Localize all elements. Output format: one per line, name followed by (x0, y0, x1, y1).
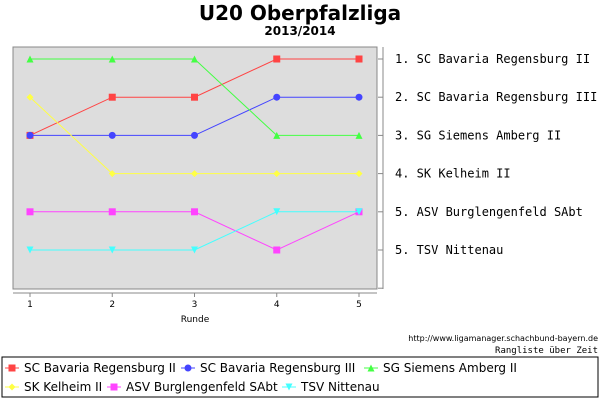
plot-area (12, 46, 378, 290)
legend-item: SC Bavaria Regensburg III (181, 361, 355, 375)
data-point (273, 93, 281, 101)
x-axis-label: Runde (181, 315, 210, 325)
chart-subtitle: 2013/2014 (264, 24, 335, 38)
legend-label: SC Bavaria Regensburg III (200, 361, 355, 375)
data-point (108, 131, 116, 139)
data-point (273, 246, 281, 254)
series-1 (26, 93, 363, 139)
data-point (273, 131, 281, 139)
data-point (191, 246, 198, 254)
x-tick-label: 1 (27, 300, 33, 310)
series-layer (26, 55, 363, 254)
data-point (26, 131, 34, 139)
data-point (273, 55, 281, 63)
data-point (26, 208, 34, 216)
rank-labels: 1. SC Bavaria Regensburg II 2. SC Bavaria… (378, 52, 597, 289)
data-point (26, 93, 34, 101)
data-point (108, 170, 116, 178)
data-point (191, 208, 198, 216)
rank-label: 4. SK Kelheim II (395, 167, 511, 181)
data-point (108, 93, 116, 101)
legend-item: SC Bavaria Regensburg II (5, 361, 176, 375)
data-point (108, 246, 116, 254)
data-point (8, 383, 16, 391)
legend-box (1, 356, 599, 398)
data-point (26, 55, 34, 63)
data-point (191, 93, 198, 101)
rank-label: 3. SG Siemens Amberg II (395, 128, 561, 142)
series-2 (26, 55, 363, 139)
legend-item: ASV Burglengenfeld SAbt (107, 380, 278, 394)
chart-title: U20 Oberpfalzliga (199, 1, 401, 25)
data-point (273, 170, 281, 178)
legend-label: TSV Nittenau (300, 380, 380, 394)
data-point (355, 93, 363, 101)
legend: SC Bavaria Regensburg II SC Bavaria Regen… (5, 361, 517, 394)
data-point (355, 170, 363, 178)
series-3 (26, 93, 363, 178)
legend-item: TSV Nittenau (282, 380, 380, 394)
data-point (191, 170, 198, 178)
x-tick-label: 5 (356, 300, 362, 310)
data-point (108, 208, 116, 216)
data-point (355, 208, 363, 216)
x-tick-label: 2 (109, 300, 115, 310)
data-point (191, 55, 198, 63)
legend-label: SK Kelheim II (24, 380, 102, 394)
x-ticks: 1 2 3 4 5 (27, 293, 362, 310)
rank-label: 5. ASV Burglengenfeld SAbt (395, 205, 583, 219)
legend-item: SG Siemens Amberg II (364, 361, 517, 375)
x-tick-label: 3 (192, 300, 198, 310)
rank-label: 5. TSV Nittenau (395, 243, 503, 257)
data-point (285, 383, 293, 391)
data-point (367, 364, 375, 372)
data-point (273, 208, 281, 216)
data-point (355, 55, 363, 63)
data-point (184, 364, 192, 372)
source-url: http://www.ligamanager.schachbund-bayern… (408, 334, 598, 343)
rank-label: 1. SC Bavaria Regensburg II (395, 52, 590, 66)
data-point (191, 131, 198, 139)
legend-label: ASV Burglengenfeld SAbt (126, 380, 278, 394)
x-tick-label: 4 (274, 300, 280, 310)
series-5 (26, 208, 363, 254)
data-point (110, 383, 118, 391)
rank-label: 2. SC Bavaria Regensburg III (395, 90, 597, 104)
data-point (108, 55, 116, 63)
data-point (8, 364, 16, 372)
data-point (355, 131, 363, 139)
legend-label: SC Bavaria Regensburg II (24, 361, 176, 375)
legend-item: SK Kelheim II (5, 380, 102, 394)
data-point (26, 246, 34, 254)
legend-label: SG Siemens Amberg II (383, 361, 517, 375)
chart-caption: Rangliste über Zeit (495, 346, 598, 356)
